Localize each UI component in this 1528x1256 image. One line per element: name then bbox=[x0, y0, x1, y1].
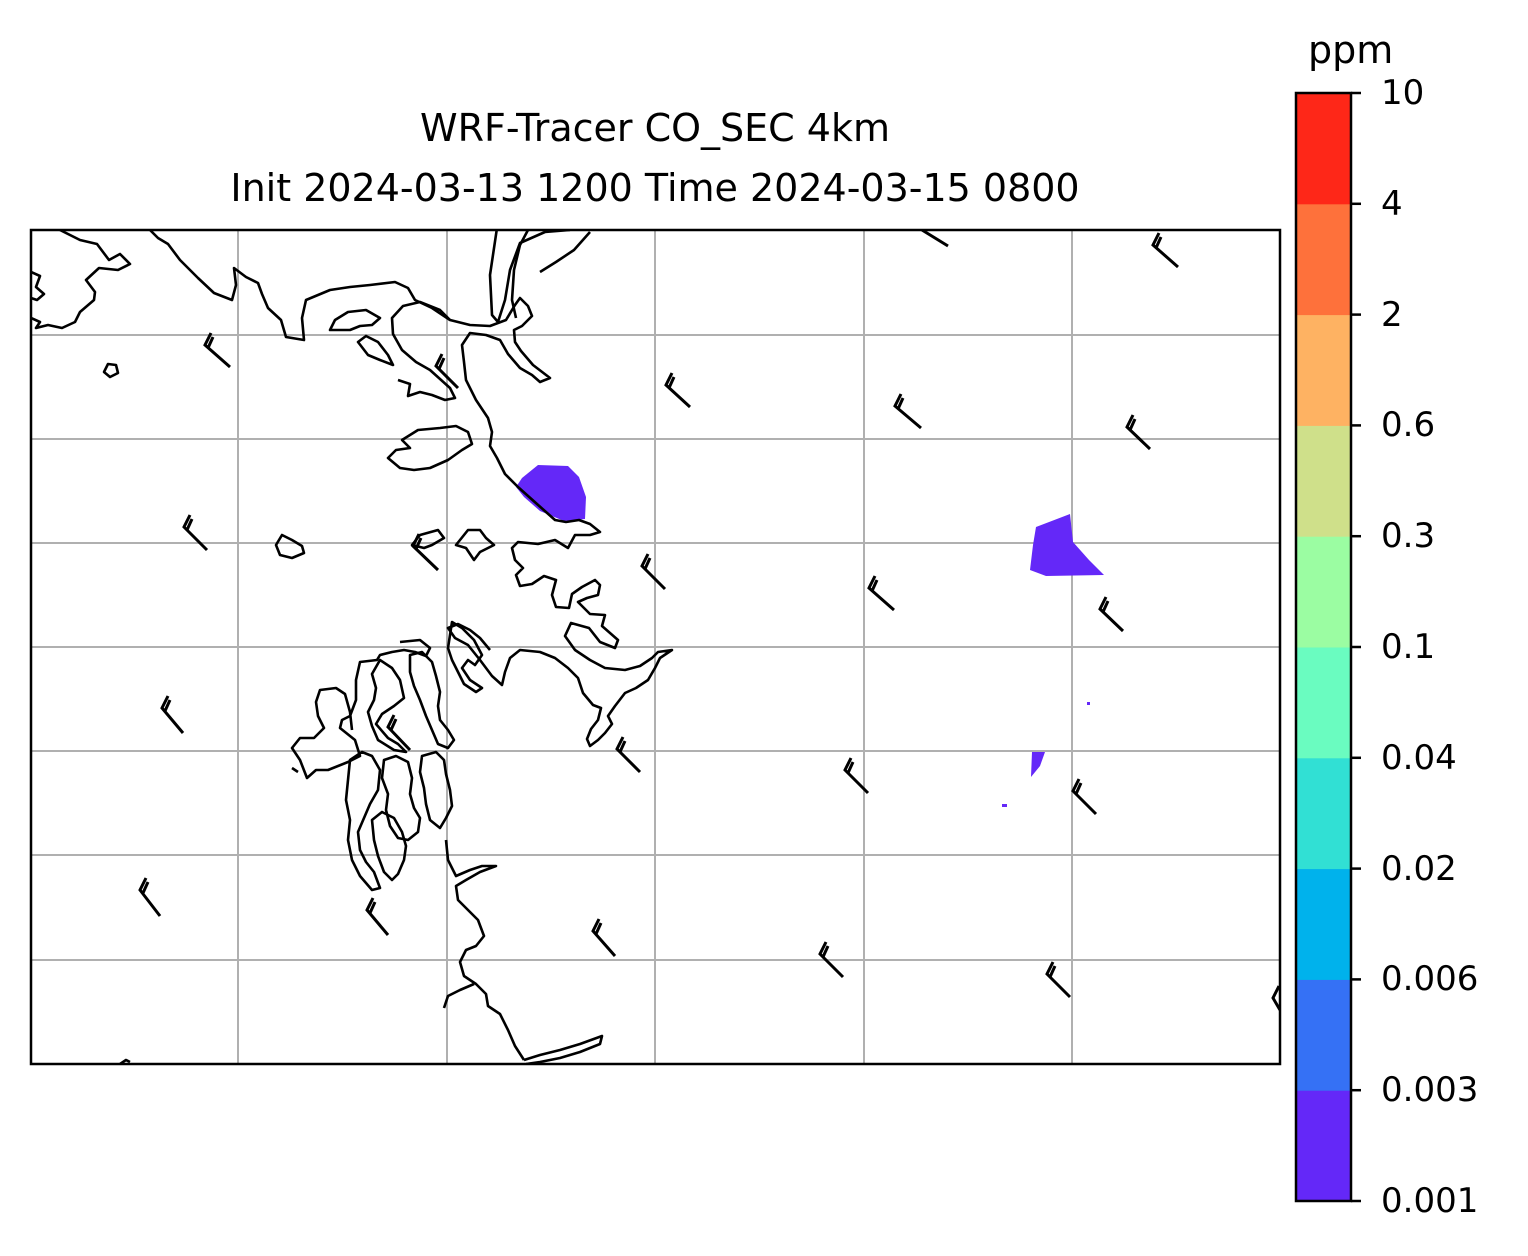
wind-barb bbox=[640, 553, 667, 591]
coastline-island bbox=[366, 658, 408, 754]
colorbar-band bbox=[1296, 868, 1351, 980]
wind-barb bbox=[203, 332, 231, 369]
coastline-island bbox=[328, 308, 382, 332]
map-title-line-1: WRF-Tracer CO_SEC 4km bbox=[420, 106, 890, 150]
coastline-island bbox=[102, 362, 120, 379]
wind-barb bbox=[893, 393, 922, 430]
coastline-island bbox=[386, 424, 474, 472]
colorbar-tick-label: 10 bbox=[1381, 73, 1425, 113]
tracer-patch bbox=[1031, 752, 1045, 777]
coastline bbox=[390, 300, 457, 402]
colorbar-tick-label: 4 bbox=[1381, 183, 1403, 224]
colorbar-band bbox=[1296, 314, 1351, 426]
colorbar-tick-label: 0.003 bbox=[1381, 1070, 1479, 1111]
wind-barb bbox=[1271, 985, 1280, 1011]
colorbar-tick-label: 0.04 bbox=[1381, 737, 1457, 778]
coastline-island bbox=[370, 810, 408, 882]
colorbar bbox=[1296, 93, 1351, 1202]
coastline-island bbox=[380, 754, 422, 842]
colorbar-tick-label: 0.02 bbox=[1381, 848, 1457, 889]
colorbar-band bbox=[1296, 536, 1351, 648]
tracer-patch bbox=[1087, 702, 1090, 705]
wind-barb bbox=[138, 877, 162, 917]
wind-barb bbox=[1125, 414, 1152, 451]
wind-barb bbox=[615, 736, 642, 774]
wind-barb bbox=[365, 897, 390, 936]
wind-barb bbox=[1098, 596, 1125, 633]
tracer-field bbox=[516, 465, 1104, 807]
coastline-island bbox=[446, 620, 484, 694]
tracer-patch bbox=[1030, 514, 1104, 576]
wind-barb bbox=[664, 372, 692, 409]
colorbar-unit-label: ppm bbox=[1308, 28, 1394, 72]
wind-barb bbox=[1071, 778, 1098, 816]
colorbar-tick-label: 0.001 bbox=[1381, 1181, 1479, 1221]
wind-barb bbox=[386, 714, 412, 752]
map-frame bbox=[29, 228, 1282, 1066]
wind-barb bbox=[411, 533, 440, 572]
wind-barb bbox=[160, 695, 185, 734]
wind-barb bbox=[434, 353, 460, 390]
coastline bbox=[119, 1058, 131, 1064]
coastline-island bbox=[356, 334, 395, 367]
colorbar-tick-label: 0.3 bbox=[1381, 516, 1436, 557]
wind-barb bbox=[867, 575, 895, 612]
coastline-island bbox=[454, 528, 496, 562]
colorbar-tick-label: 2 bbox=[1381, 294, 1403, 335]
wind-barb bbox=[843, 757, 870, 795]
colorbar-band bbox=[1296, 647, 1351, 759]
wind-barb bbox=[1045, 961, 1072, 999]
coastline bbox=[488, 230, 571, 324]
colorbar-ticks bbox=[1351, 91, 1361, 1203]
wind-barb bbox=[182, 514, 209, 552]
colorbar-tick-label: 0.6 bbox=[1381, 405, 1436, 446]
colorbar-band bbox=[1296, 203, 1351, 316]
coastline bbox=[442, 839, 526, 1061]
colorbar-tick-label: 0.006 bbox=[1381, 959, 1479, 1000]
coastline-island bbox=[408, 650, 456, 750]
coastline bbox=[510, 230, 591, 319]
colorbar-band bbox=[1296, 979, 1351, 1091]
coastline bbox=[31, 230, 132, 330]
tracer-patch bbox=[1002, 804, 1007, 807]
coastline-island bbox=[418, 750, 454, 830]
wind-barb bbox=[818, 941, 845, 979]
coastline bbox=[149, 230, 674, 748]
coastline bbox=[290, 638, 432, 780]
map-title-line-2: Init 2024-03-13 1200 Time 2024-03-15 080… bbox=[230, 166, 1080, 210]
coastline-island bbox=[344, 750, 382, 892]
colorbar-band bbox=[1296, 425, 1351, 537]
wind-barb bbox=[591, 918, 617, 957]
colorbar-band bbox=[1296, 1090, 1351, 1202]
wind-barb bbox=[1151, 232, 1179, 269]
wind-barbs bbox=[138, 230, 1280, 1011]
colorbar-tick-label: 0.1 bbox=[1381, 627, 1436, 667]
coastline bbox=[523, 1034, 604, 1064]
coastline-island bbox=[274, 533, 306, 560]
colorbar-band bbox=[1296, 757, 1351, 870]
coastline bbox=[31, 270, 46, 302]
colorbar-band bbox=[1296, 93, 1351, 205]
tracer-patch bbox=[516, 465, 586, 521]
wind-barb bbox=[921, 230, 949, 248]
